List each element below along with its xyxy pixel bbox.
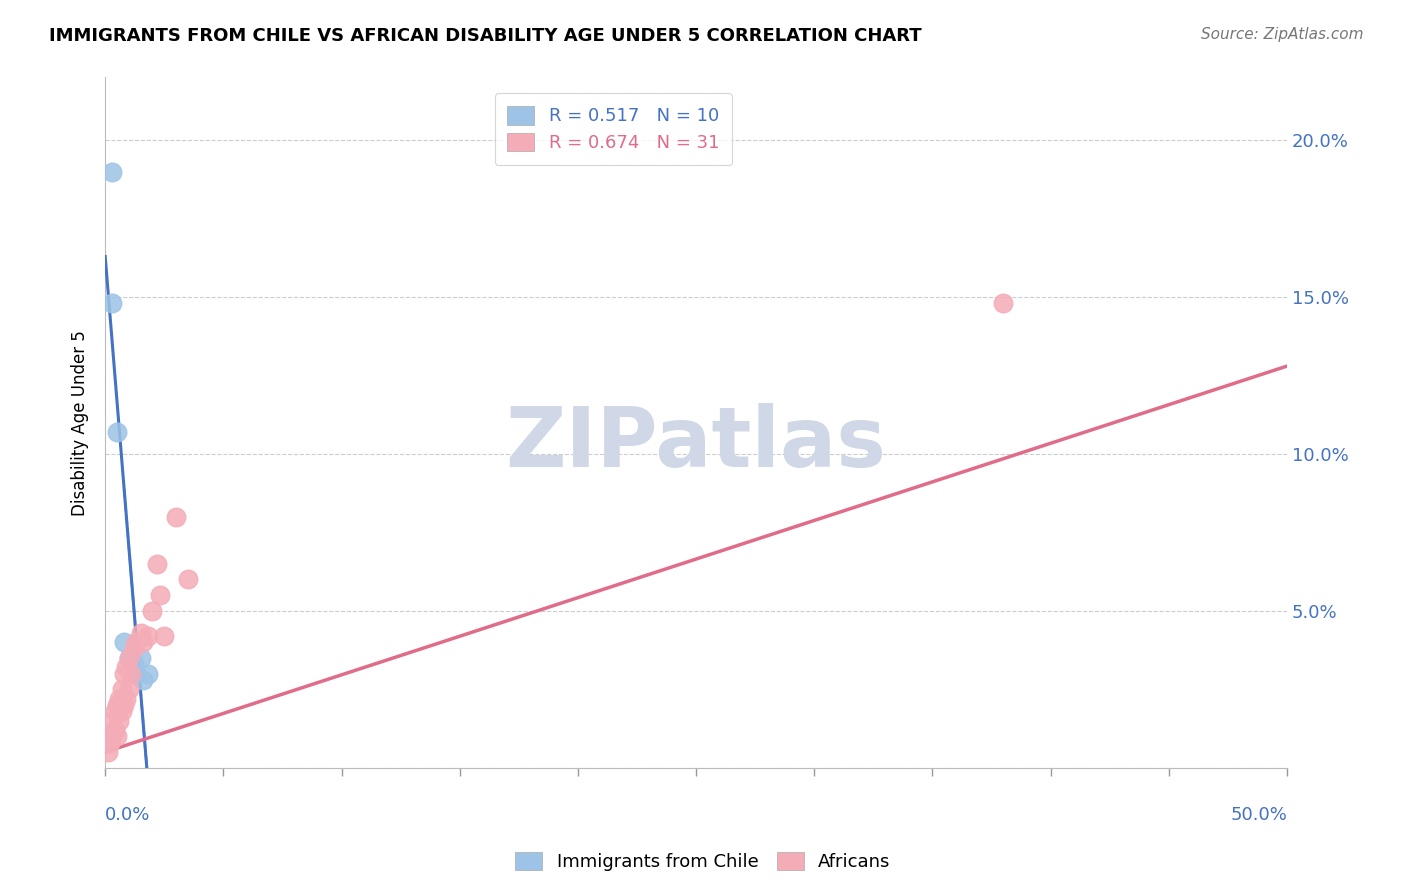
Legend: Immigrants from Chile, Africans: Immigrants from Chile, Africans [508,845,898,879]
Text: Source: ZipAtlas.com: Source: ZipAtlas.com [1201,27,1364,42]
Text: IMMIGRANTS FROM CHILE VS AFRICAN DISABILITY AGE UNDER 5 CORRELATION CHART: IMMIGRANTS FROM CHILE VS AFRICAN DISABIL… [49,27,922,45]
Point [125,666,148,681]
Y-axis label: Disability Age Under 5: Disability Age Under 5 [72,330,89,516]
Point [136,666,159,681]
Point [153,629,176,643]
Point [112,698,135,712]
Point [101,714,124,728]
Point [122,657,145,672]
Point [118,651,141,665]
Point [112,635,135,649]
Point [129,651,152,665]
Point [141,604,163,618]
Point [165,509,187,524]
Text: 0.0%: 0.0% [105,805,150,823]
Point [104,704,127,718]
Point [105,729,128,743]
Point [111,682,134,697]
Point [105,425,128,439]
Point [98,736,121,750]
Point [129,625,152,640]
Point [120,666,142,681]
Text: ZIPatlas: ZIPatlas [506,403,887,483]
Point [132,635,155,649]
Point [108,691,131,706]
Point [136,629,159,643]
Point [97,745,120,759]
Point [125,635,148,649]
Point [101,729,124,743]
Point [104,723,127,737]
Legend: R = 0.517   N = 10, R = 0.674   N = 31: R = 0.517 N = 10, R = 0.674 N = 31 [495,94,733,164]
Point [105,698,128,712]
Point [111,704,134,718]
Text: 50.0%: 50.0% [1230,805,1286,823]
Point [101,296,124,310]
Point [122,641,145,656]
Point [146,557,169,571]
Point [177,573,200,587]
Point [132,673,155,687]
Point [108,714,131,728]
Point [101,164,124,178]
Point [993,296,1015,310]
Point [118,682,141,697]
Point [115,660,138,674]
Point [148,588,170,602]
Point [115,691,138,706]
Point [112,666,135,681]
Point [118,651,141,665]
